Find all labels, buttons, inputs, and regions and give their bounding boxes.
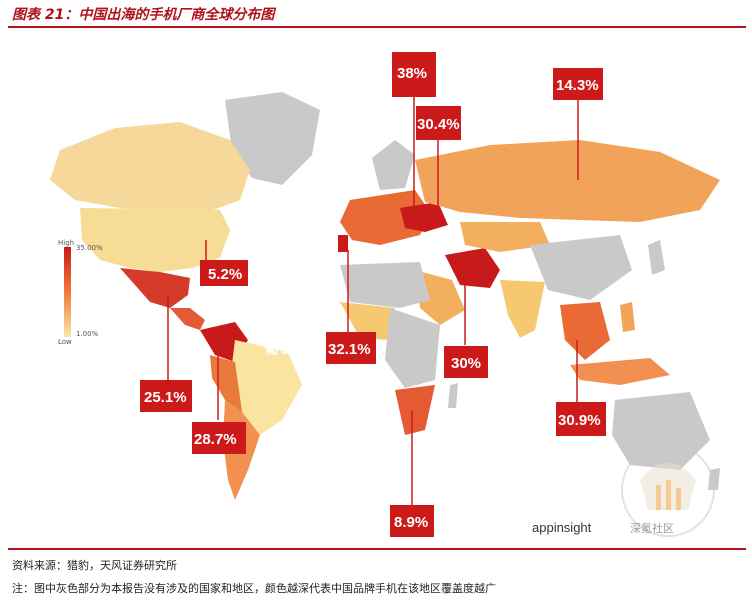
belarus-value: 38%: [397, 65, 427, 82]
source-text: 资料来源：猎豹，天风证券研究所: [12, 559, 177, 572]
russia: [415, 140, 720, 222]
west-africa: [340, 302, 395, 340]
mexico: [120, 268, 190, 308]
callout-portugal: 32.1% 葡萄牙: [263, 332, 376, 364]
ukraine-value: 30.4%: [417, 116, 460, 133]
iran-label: 伊朗: [491, 354, 522, 372]
source-rule: [8, 548, 746, 550]
ukraine-label: 乌克兰: [466, 114, 511, 132]
usa-value: 5.2%: [208, 266, 242, 283]
portugal-value: 32.1%: [328, 341, 371, 358]
australia: [612, 392, 710, 470]
legend-high-value: 35.00%: [76, 244, 103, 252]
callout-south-africa: 8.9% 南非: [390, 505, 468, 537]
usa-label: 美国: [252, 265, 282, 283]
watermark-logo: [621, 443, 715, 537]
central-africa: [385, 308, 440, 388]
russia-label: 俄罗斯: [607, 76, 653, 94]
colombia-label: 哥伦比亚: [128, 429, 188, 447]
title-rule: [8, 26, 746, 28]
south-africa-value: 8.9%: [394, 514, 428, 531]
callout-iran: 30% 伊朗: [444, 346, 522, 378]
scandinavia: [372, 140, 415, 190]
world-map: High 35.00% Low 1.00% 38% 白俄罗斯 30.4% 乌克兰…: [50, 52, 720, 537]
callout-russia: 14.3% 俄罗斯: [553, 68, 653, 100]
watermark-text: 深氪社区: [630, 521, 674, 535]
philippines: [620, 302, 635, 332]
south-africa-label: 南非: [438, 513, 468, 531]
legend-low-value: 1.00%: [76, 330, 99, 338]
malaysia-value: 30.9%: [558, 412, 601, 429]
central-america: [170, 308, 205, 330]
central-asia: [460, 222, 550, 252]
portugal-label: 葡萄牙: [263, 339, 309, 357]
iran: [445, 248, 500, 288]
colombia-value: 28.7%: [194, 431, 237, 448]
callout-belarus: 38% 白俄罗斯: [316, 52, 436, 97]
japan: [648, 240, 665, 275]
malaysia-label: 马来西亚: [482, 411, 542, 429]
madagascar: [448, 383, 458, 408]
appinsight-logo: appinsight: [532, 520, 592, 535]
iran-value: 30%: [451, 355, 481, 372]
southeast-asia: [560, 302, 610, 360]
brazil: [230, 340, 302, 435]
indonesia: [570, 358, 670, 385]
portugal: [338, 235, 348, 252]
callout-usa: 5.2% 美国: [200, 260, 282, 286]
note-text: 注：图中灰色部分为本报告没有涉及的国家和地区，颜色越深代表中国品牌手机在该地区覆…: [12, 582, 496, 595]
legend-low: Low: [58, 338, 72, 346]
callout-ukraine: 30.4% 乌克兰: [416, 106, 511, 140]
legend-high: High: [58, 239, 74, 247]
ukraine-belarus: [400, 202, 448, 232]
south-africa: [395, 385, 435, 435]
callout-colombia: 28.7% 哥伦比亚: [128, 422, 246, 454]
china: [530, 235, 632, 300]
mexico-value: 25.1%: [144, 389, 187, 406]
india: [500, 280, 545, 338]
arabia: [415, 270, 465, 325]
europe: [340, 190, 430, 245]
legend-gradient-bar: [64, 247, 71, 337]
greenland: [225, 92, 320, 185]
callout-malaysia: 30.9% 马来西亚: [482, 402, 606, 436]
map-legend: High 35.00% Low 1.00%: [58, 239, 103, 346]
figure-title: 图表 21：中国出海的手机厂商全球分布图: [12, 7, 275, 23]
canada: [50, 122, 250, 215]
belarus-label: 白俄罗斯: [316, 58, 376, 76]
mexico-label: 墨西哥: [80, 388, 125, 405]
north-africa: [340, 262, 430, 308]
russia-value: 14.3%: [556, 77, 599, 94]
callout-mexico: 25.1% 墨西哥: [80, 380, 192, 412]
usa: [80, 208, 230, 272]
